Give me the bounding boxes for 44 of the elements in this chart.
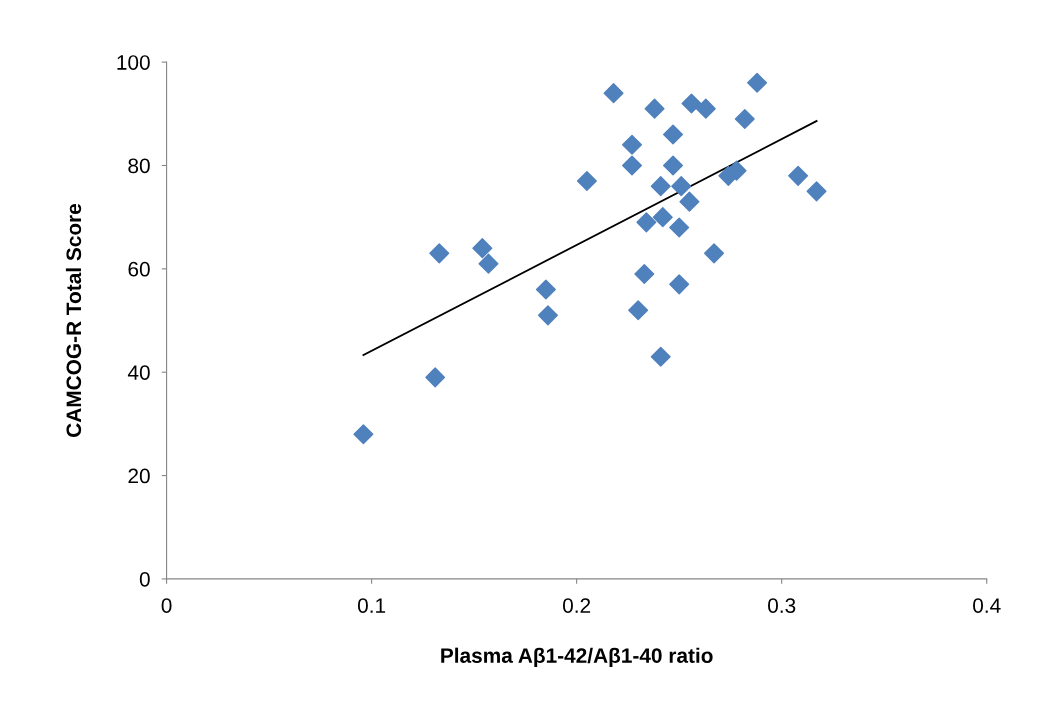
point (634, 264, 655, 285)
point (576, 170, 597, 192)
point (353, 424, 374, 445)
point (663, 124, 684, 145)
x-tick-label: 0.2 (562, 598, 591, 613)
point (734, 108, 755, 129)
point (650, 176, 671, 197)
point (429, 243, 450, 264)
point (695, 98, 716, 119)
point (644, 98, 665, 119)
point (622, 155, 643, 176)
point (669, 274, 690, 295)
point (425, 367, 446, 388)
point (663, 155, 684, 176)
point (806, 181, 827, 202)
point (669, 217, 690, 238)
y-tick-label: 0 (139, 571, 150, 587)
point (671, 176, 692, 197)
y-tick-label: 100 (117, 55, 150, 70)
point (704, 243, 725, 264)
point (747, 72, 768, 93)
x-tick-label: 0.3 (768, 598, 796, 613)
x-tick-label: 0.4 (973, 598, 1001, 613)
point (628, 300, 649, 321)
y-axis-title: CAMCOG-R Total Score (65, 203, 82, 437)
x-tick-label: 0 (161, 598, 172, 613)
point (679, 191, 700, 212)
y-tick-label: 20 (128, 468, 150, 484)
point (788, 165, 809, 186)
y-tick-label: 80 (128, 158, 150, 174)
point (478, 253, 499, 274)
point (537, 305, 558, 326)
y-tick-label: 60 (128, 261, 150, 277)
point (535, 279, 556, 300)
point (603, 83, 624, 104)
x-axis-title: Plasma Aβ1-42/Aβ1-40 ratio (441, 647, 713, 668)
point (636, 212, 657, 233)
y-tick-label: 40 (127, 365, 150, 380)
point (681, 93, 702, 114)
point (622, 134, 643, 155)
point (652, 207, 673, 228)
point (472, 238, 493, 259)
point (650, 346, 671, 367)
x-tick-label: 0.1 (357, 598, 386, 613)
